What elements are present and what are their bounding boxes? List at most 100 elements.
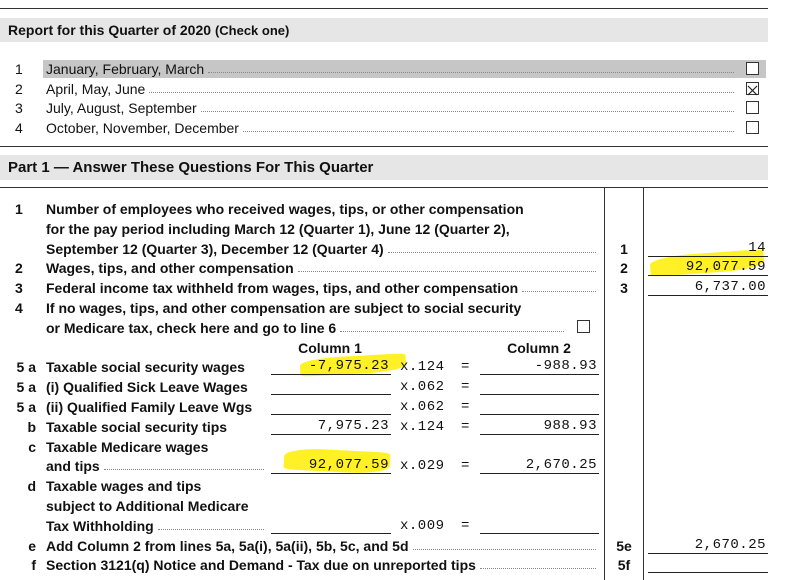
line-text: April, May, June	[46, 80, 738, 98]
column-divider	[643, 187, 644, 580]
leader	[242, 119, 734, 132]
quarter-title: Report for this Quarter	[8, 22, 159, 38]
label: Number of employees who received wages, …	[46, 201, 524, 217]
top-rule	[0, 8, 768, 9]
checkbox[interactable]	[746, 81, 759, 96]
rate: x.124	[400, 359, 445, 376]
line-text: January, February, March	[46, 60, 738, 78]
line-text: (i) Qualified Sick Leave Wages	[46, 378, 268, 396]
equals: =	[461, 399, 470, 415]
rate: x.062	[400, 399, 445, 415]
box-number: 1	[620, 240, 628, 257]
label: April, May, June	[46, 80, 146, 97]
label: July, August, September	[46, 100, 197, 117]
line-number: 5 a	[16, 359, 36, 376]
label: Taxable wages and tips	[46, 478, 202, 495]
label: Taxable Medicare wages	[46, 438, 209, 455]
label: for the pay period including March 12 (Q…	[46, 220, 510, 237]
label: January, February, March	[46, 61, 205, 77]
line-number: c	[28, 438, 36, 455]
section-band	[0, 18, 768, 42]
checkbox[interactable]	[746, 62, 759, 75]
amount-field: 6,737.00	[648, 278, 768, 297]
line-number: 3	[15, 280, 23, 297]
rate: x.029	[400, 458, 445, 475]
line-number: e	[28, 537, 36, 554]
line-text: Number of employees who received wages, …	[46, 200, 600, 218]
column-2-field: 2,670.25	[480, 456, 599, 475]
line-text: July, August, September	[46, 99, 738, 117]
leader	[149, 80, 734, 93]
rate: x.009	[400, 517, 445, 534]
part-rule	[0, 146, 768, 147]
label: If no wages, tips, and other compensatio…	[46, 300, 522, 316]
line-text: Tax Withholding	[46, 517, 268, 535]
line-number: f	[31, 557, 36, 574]
line-text: October, November, December	[46, 119, 738, 137]
equals: =	[461, 517, 470, 534]
quarter-year: of 2020	[162, 22, 212, 38]
leader	[103, 457, 264, 471]
label: Section 3121(q) Notice and Demand - Tax …	[46, 557, 476, 574]
line-number: d	[27, 478, 36, 495]
label: (i) Qualified Sick Leave Wages	[46, 379, 248, 396]
line-text: and tips	[46, 457, 268, 475]
part-title: Part 1 — Answer These Questions For This…	[8, 159, 374, 176]
leader	[157, 517, 264, 530]
equals: =	[461, 359, 470, 376]
line-text: (ii) Qualified Family Leave Wgs	[46, 398, 268, 416]
line-text: subject to Additional Medicare	[46, 497, 268, 515]
box-number: 5f	[617, 557, 631, 574]
option-number: 1	[15, 61, 23, 77]
line-text: Federal income tax withheld from wages, …	[46, 279, 600, 297]
column-2-field: 988.93	[480, 417, 599, 435]
column-1-field	[271, 377, 391, 396]
part-band	[0, 155, 768, 180]
column-2-field	[480, 516, 599, 534]
column-1-field	[271, 516, 391, 534]
label: Tax Withholding	[46, 517, 154, 534]
box-number: 2	[620, 260, 628, 277]
label: Taxable social security wages	[46, 359, 245, 376]
line-number: b	[27, 418, 36, 435]
leader	[297, 259, 596, 273]
leader	[387, 240, 596, 253]
column-2-field	[480, 397, 599, 415]
leader	[522, 279, 596, 293]
option-number: 2	[15, 80, 23, 97]
line-number: 5 a	[16, 379, 36, 396]
label: and tips	[46, 458, 100, 475]
label: (ii) Qualified Family Leave Wgs	[46, 399, 253, 415]
label: September 12 (Quarter 3), December 12 (Q…	[46, 240, 384, 257]
label: Taxable social security tips	[46, 418, 228, 435]
box-number: 5e	[616, 537, 632, 554]
column-2-field: -988.93	[480, 357, 599, 376]
column-1-field: 7,975.23	[271, 417, 391, 435]
rate: x.124	[400, 418, 445, 435]
label: or Medicare tax, check here and go to li…	[46, 319, 337, 336]
quarter-note: (Check one)	[214, 23, 290, 38]
line-text: September 12 (Quarter 3), December 12 (Q…	[46, 240, 600, 258]
option-number: 3	[15, 100, 23, 117]
column-divider	[604, 187, 605, 580]
checkbox[interactable]	[577, 319, 590, 333]
line-text: Wages, tips, and other compensation	[46, 259, 600, 277]
line-text: Section 3121(q) Notice and Demand - Tax …	[46, 556, 600, 574]
label: Wages, tips, and other compensation	[46, 260, 294, 277]
checkbox[interactable]	[746, 101, 759, 115]
check-mark	[747, 85, 758, 96]
line-number: 1	[15, 201, 23, 217]
column-header: Column 1	[298, 339, 362, 356]
amount-field: 2,670.25	[648, 536, 768, 554]
checkbox[interactable]	[746, 120, 759, 134]
column-2-field	[480, 377, 599, 396]
line-text: If no wages, tips, and other compensatio…	[46, 299, 568, 317]
option-number: 4	[15, 119, 23, 136]
column-1-field	[271, 397, 391, 415]
line-text: Taxable social security wages	[46, 358, 268, 376]
leader	[479, 556, 596, 570]
box-number: 3	[620, 280, 628, 297]
line-text: or Medicare tax, check here and go to li…	[46, 319, 568, 337]
line-number: 4	[15, 300, 23, 316]
